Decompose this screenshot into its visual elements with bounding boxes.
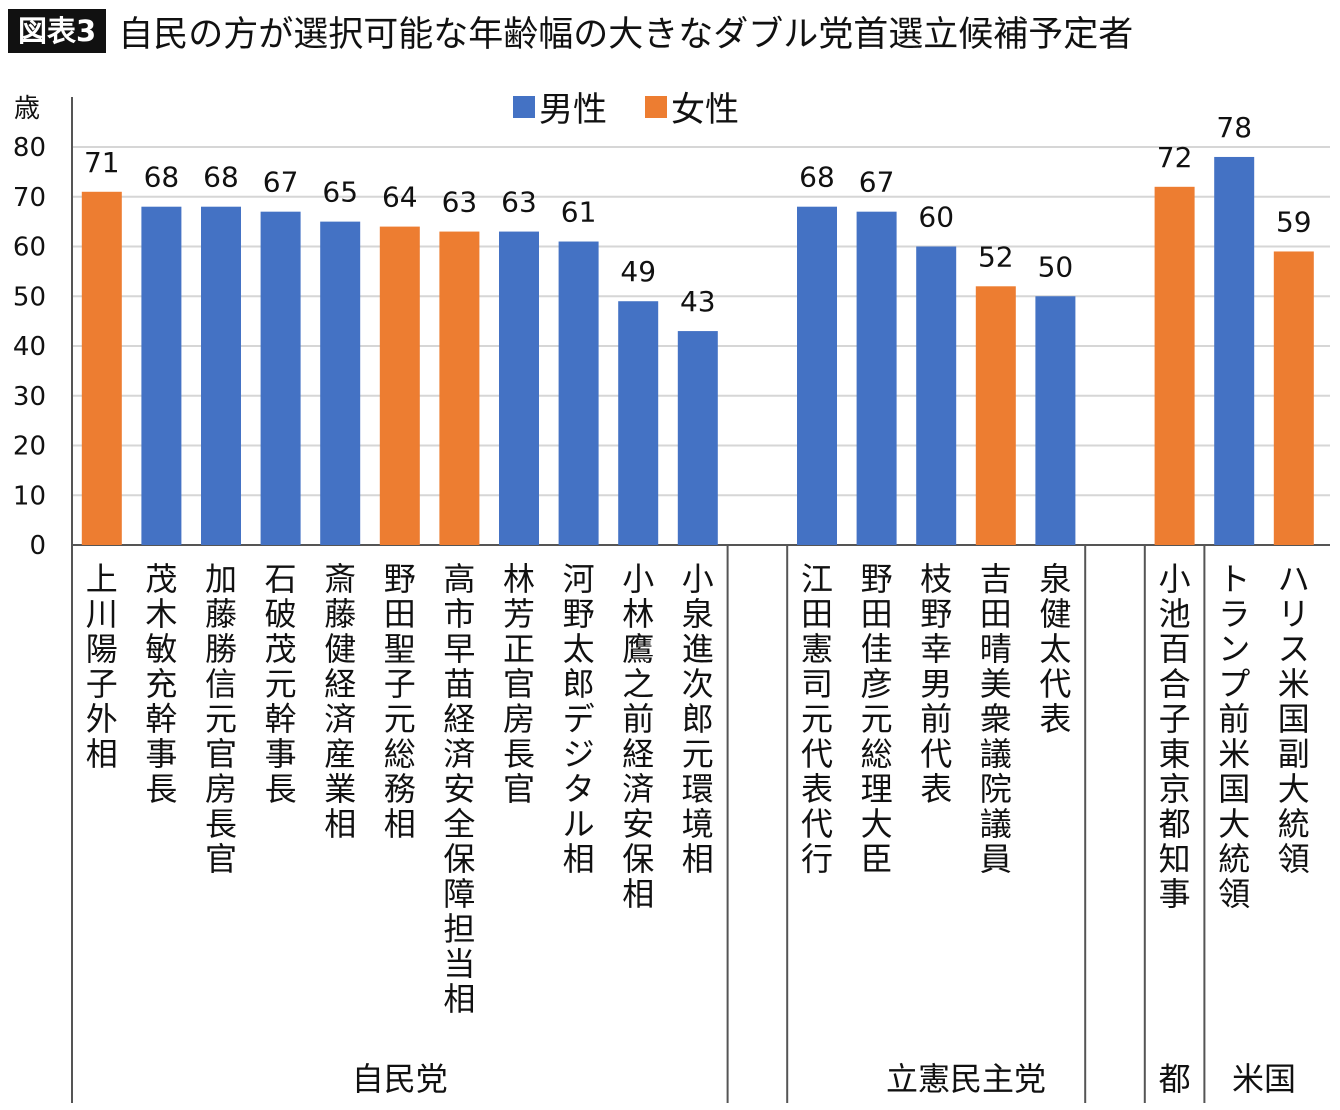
legend-swatch — [645, 96, 667, 118]
category-label: 枝野幸男前代表 — [920, 560, 952, 808]
bar — [856, 211, 897, 546]
bar — [1035, 296, 1076, 545]
bar — [677, 331, 718, 545]
category-label: 野田佳彦元総理大臣 — [861, 560, 893, 878]
group-label: 自民党 — [352, 1060, 448, 1098]
y-tick-label: 60 — [13, 233, 46, 263]
data-label: 52 — [978, 240, 1014, 273]
data-label: 63 — [442, 186, 478, 219]
bar — [797, 206, 837, 545]
bar — [260, 211, 301, 546]
y-tick-label: 10 — [13, 481, 46, 511]
data-label: 67 — [263, 166, 299, 199]
figure-number-badge: 図表3 — [8, 9, 107, 53]
legend-label: 男性 — [539, 90, 607, 130]
data-label: 68 — [799, 161, 835, 194]
bar — [975, 286, 1016, 545]
bar — [201, 206, 241, 545]
legend-label: 女性 — [671, 90, 739, 130]
category-label: トランプ前米国大統領 — [1218, 560, 1250, 913]
data-label: 68 — [144, 161, 180, 194]
y-unit-label: 歳 — [14, 94, 40, 124]
category-label: 野田聖子元総務相 — [384, 560, 416, 843]
data-label: 61 — [561, 196, 597, 229]
bar — [320, 221, 361, 545]
data-label: 49 — [620, 255, 656, 288]
category-label: 林芳正官房長官 — [503, 560, 535, 808]
legend-swatch — [513, 96, 535, 118]
bar — [916, 246, 957, 545]
category-label: 加藤勝信元官房長官 — [205, 560, 237, 878]
bar — [558, 241, 599, 545]
category-label: 小林鷹之前経済安保相 — [622, 560, 654, 913]
y-tick-label: 20 — [13, 432, 46, 462]
category-label: 斎藤健経済産業相 — [324, 560, 356, 843]
y-tick-label: 70 — [13, 183, 46, 213]
chart-title: 自民の方が選択可能な年齢幅の大きなダブル党首選立候補予定者 — [118, 14, 1134, 55]
data-label: 64 — [382, 181, 418, 214]
data-label: 72 — [1157, 141, 1193, 174]
category-label: 上川陽子外相 — [86, 560, 118, 773]
bar — [379, 226, 420, 545]
chart-title-bar: 図表3 自民の方が選択可能な年齢幅の大きなダブル党首選立候補予定者 — [8, 8, 1134, 55]
data-label: 63 — [501, 186, 537, 219]
bar — [439, 231, 480, 545]
y-tick-label: 80 — [13, 133, 46, 163]
bar — [618, 301, 659, 545]
data-label: 59 — [1276, 205, 1312, 238]
bar — [81, 191, 122, 545]
category-label: 小泉進次郎元環境相 — [682, 560, 714, 878]
y-tick-label: 40 — [13, 332, 46, 362]
data-label: 67 — [859, 166, 895, 199]
y-tick-label: 50 — [13, 282, 46, 312]
category-label: 石破茂元幹事長 — [265, 560, 297, 808]
bar — [1273, 251, 1314, 545]
category-label: ハリス米国副大統領 — [1278, 560, 1310, 878]
bar — [1214, 156, 1255, 545]
data-label: 78 — [1216, 111, 1252, 144]
category-label: 河野太郎デジタル相 — [563, 560, 595, 878]
data-label: 65 — [322, 176, 358, 209]
category-label: 吉田晴美衆議院議員 — [980, 560, 1012, 878]
group-label: 都 — [1159, 1060, 1191, 1098]
data-label: 60 — [918, 201, 954, 234]
y-tick-label: 30 — [13, 382, 46, 412]
bar — [499, 231, 539, 545]
data-label: 50 — [1038, 250, 1074, 283]
data-label: 43 — [680, 285, 716, 318]
data-label: 68 — [203, 161, 239, 194]
bar — [1154, 186, 1195, 546]
y-tick-label: 0 — [29, 531, 46, 561]
group-label: 米国 — [1232, 1060, 1296, 1098]
group-label: 立憲民主党 — [886, 1060, 1046, 1098]
bar — [141, 206, 182, 545]
category-label: 泉健太代表 — [1039, 560, 1071, 738]
category-label: 茂木敏充幹事長 — [145, 560, 177, 808]
category-label: 高市早苗経済安全保障担当相 — [443, 560, 475, 1018]
data-label: 71 — [84, 146, 120, 179]
category-label: 江田憲司元代表代行 — [801, 560, 833, 878]
category-label: 小池百合子東京都知事 — [1159, 560, 1191, 913]
